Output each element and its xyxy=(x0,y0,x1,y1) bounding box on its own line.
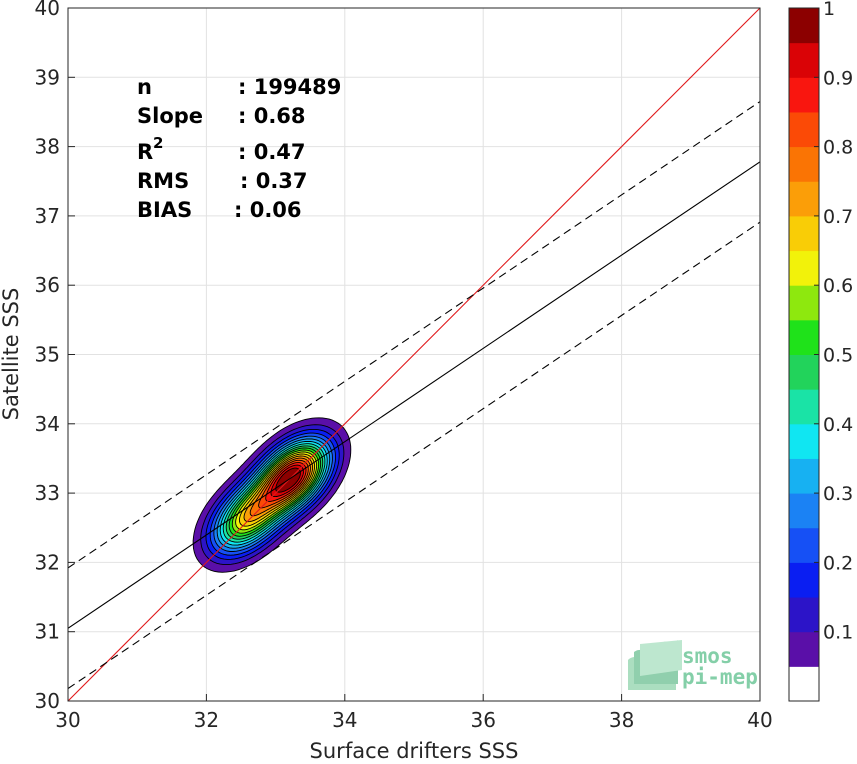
colorbar-tick-label: 0.3 xyxy=(823,483,853,505)
stat-rms-value: : 0.37 xyxy=(240,169,308,193)
grid xyxy=(67,7,761,702)
x-axis-ticks: 30 32 34 36 38 40 xyxy=(55,694,773,732)
regression-lines xyxy=(68,8,760,701)
stat-r2-value: : 0.47 xyxy=(238,140,306,164)
colorbar-tick-label: 0.5 xyxy=(823,345,853,367)
colorbar-tick-label: 0.7 xyxy=(823,206,853,228)
stat-rms-label: RMS xyxy=(137,169,189,193)
y-axis-ticks: 30 31 32 33 34 35 36 37 38 39 40 xyxy=(35,0,75,713)
line-upper xyxy=(68,101,760,569)
y-tick-label: 33 xyxy=(35,481,60,505)
colorbar-bin-5 xyxy=(789,493,819,529)
x-tick-label: 30 xyxy=(55,708,80,732)
colorbar-bin-14 xyxy=(789,181,819,217)
colorbar-ticks: 0.1 0.2 0.3 0.4 0.5 0.6 0.7 0.8 0.9 1 xyxy=(814,0,853,644)
colorbar-bin-10 xyxy=(789,319,819,355)
colorbar-bin-16 xyxy=(789,111,819,148)
colorbar-bin-15 xyxy=(789,146,819,182)
x-tick-label: 36 xyxy=(470,708,495,732)
y-tick-label: 35 xyxy=(35,343,60,367)
x-tick-label: 40 xyxy=(747,708,772,732)
logo-waves-icon xyxy=(628,640,682,690)
x-axis-label: Surface drifters SSS xyxy=(310,739,519,763)
y-tick-label: 38 xyxy=(35,135,60,159)
stats-block: n : 199489 Slope : 0.68 R 2 : 0.47 RMS :… xyxy=(137,75,341,222)
stat-r2-label: R xyxy=(137,140,153,164)
y-tick-label: 36 xyxy=(35,273,60,297)
colorbar-bin-3 xyxy=(789,562,819,598)
colorbar-bin-13 xyxy=(789,215,819,252)
stat-bias-value: : 0.06 xyxy=(234,198,302,222)
colorbar-tick-label: 0.2 xyxy=(823,552,853,574)
stat-slope-value: : 0.68 xyxy=(238,104,306,128)
density-contours xyxy=(192,417,352,573)
y-tick-label: 40 xyxy=(35,0,60,20)
line-identity xyxy=(68,8,760,701)
line-regression xyxy=(68,161,760,629)
colorbar-bin-8 xyxy=(789,389,819,425)
stat-slope-label: Slope xyxy=(137,104,203,128)
y-tick-label: 31 xyxy=(35,620,60,644)
stat-r2-sup: 2 xyxy=(153,134,163,152)
y-axis-label: Satellite SSS xyxy=(0,288,23,421)
colorbar-bin-6 xyxy=(789,458,819,494)
colorbar-bin-9 xyxy=(789,354,819,390)
y-tick-label: 37 xyxy=(35,204,60,228)
logo-line2: pi-mep xyxy=(682,665,758,689)
colorbar-tick-label: 1 xyxy=(823,0,835,20)
y-tick-label: 32 xyxy=(35,550,60,574)
colorbar-tick-label: 0.4 xyxy=(823,414,853,436)
x-tick-label: 32 xyxy=(194,708,219,732)
colorbar-bin-1 xyxy=(789,631,819,667)
colorbar-bin-12 xyxy=(789,250,819,286)
stat-bias-label: BIAS xyxy=(137,198,192,222)
colorbar-bin-2 xyxy=(789,597,819,633)
stat-n-value: : 199489 xyxy=(238,75,341,99)
logo-line1: smos xyxy=(682,644,733,668)
colorbar-bin-7 xyxy=(789,423,819,459)
colorbar-bin-4 xyxy=(789,527,819,563)
y-tick-label: 34 xyxy=(35,412,60,436)
colorbar-tick-label: 0.9 xyxy=(823,67,853,89)
x-tick-label: 38 xyxy=(609,708,634,732)
colorbar-bin-11 xyxy=(789,285,819,321)
colorbar-bin-17 xyxy=(789,77,819,113)
x-tick-label: 34 xyxy=(332,708,357,732)
colorbar-tick-label: 0.1 xyxy=(823,622,853,644)
colorbar-bin-0 xyxy=(789,666,819,702)
y-tick-label: 30 xyxy=(35,689,60,713)
colorbar-tick-label: 0.6 xyxy=(823,275,853,297)
smos-pi-mep-logo: smos pi-mep xyxy=(628,640,758,690)
colorbar-bin-19 xyxy=(789,8,819,44)
stat-n-label: n xyxy=(137,75,152,99)
colorbar-bin-18 xyxy=(789,42,819,78)
colorbar-tick-label: 0.8 xyxy=(823,137,853,159)
line-lower xyxy=(68,221,760,689)
y-tick-label: 39 xyxy=(35,65,60,89)
colorbar xyxy=(789,8,819,702)
